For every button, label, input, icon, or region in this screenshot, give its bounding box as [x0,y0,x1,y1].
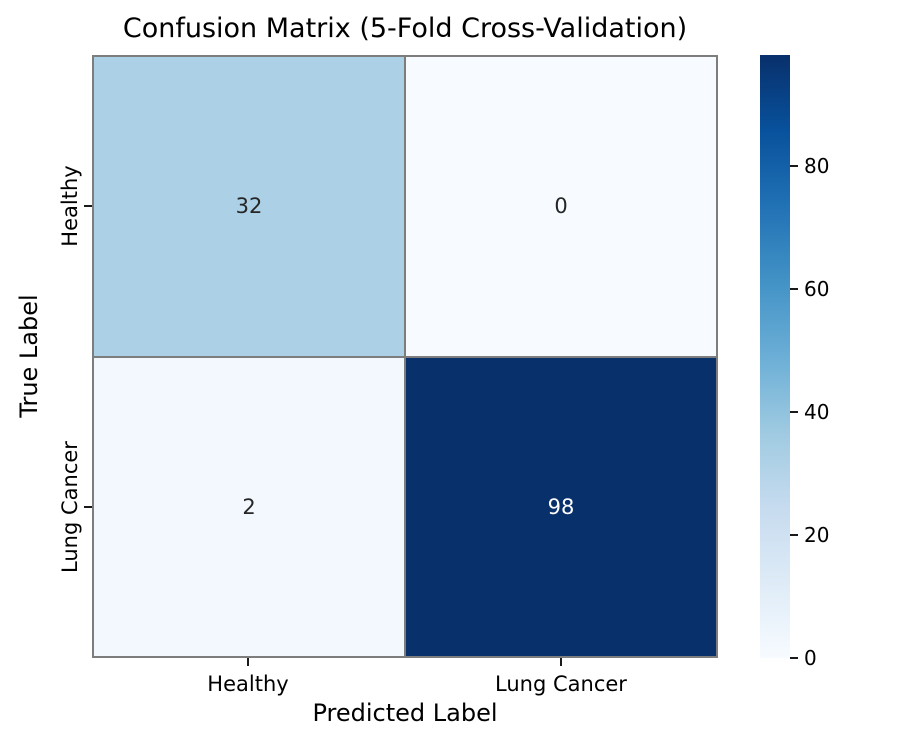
y-tick-label-lung-cancer: Lung Cancer [58,441,82,573]
colorbar-tick-label-60: 60 [804,276,830,301]
colorbar-tick-label-40: 40 [804,399,830,424]
heatmap-grid: 32 0 2 98 [92,55,718,658]
colorbar [760,55,790,658]
chart-title: Confusion Matrix (5-Fold Cross-Validatio… [122,13,688,44]
colorbar-tick-mark-0 [790,657,798,659]
y-tick-mark-lung-cancer [84,506,92,508]
x-tick-label-healthy: Healthy [207,672,289,696]
y-tick-mark-healthy [84,205,92,207]
cell-value: 98 [547,494,575,519]
colorbar-tick-mark-40 [790,410,798,413]
y-axis-label: True Label [15,294,43,418]
heatmap-cell-r0-c1: 0 [406,57,716,356]
colorbar-tick-label-80: 80 [804,153,830,178]
colorbar-tick-mark-20 [790,533,798,536]
heatmap-cell-r1-c0: 2 [94,357,404,656]
colorbar-tick-mark-60 [790,287,798,290]
x-tick-mark-lung-cancer [560,658,562,666]
colorbar-tick-mark-80 [790,164,798,167]
x-tick-mark-healthy [247,658,249,666]
cell-value: 0 [554,194,568,219]
colorbar-tick-label-0: 0 [804,646,817,670]
colorbar-tick-label-20: 20 [804,522,830,547]
heatmap-cell-r1-c1: 98 [406,357,716,656]
heatmap-cell-r0-c0: 32 [94,57,404,356]
cell-value: 2 [242,494,256,519]
cell-value: 32 [235,194,263,219]
y-tick-label-healthy: Healthy [58,165,82,247]
x-axis-label: Predicted Label [312,699,498,727]
x-tick-label-lung-cancer: Lung Cancer [495,672,627,696]
